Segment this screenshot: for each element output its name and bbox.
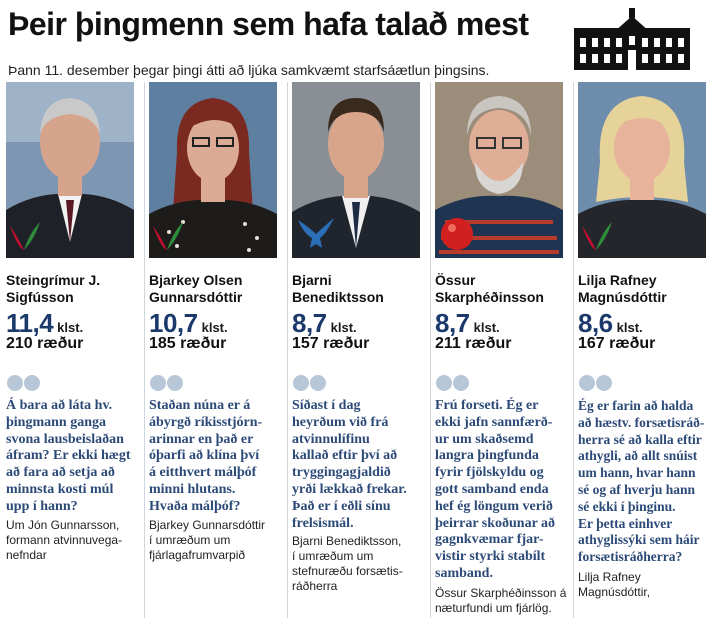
- speech-count: 185 ræður: [149, 335, 227, 352]
- quote-source: Össur Skarphéðinsson á næturfundi um fjár…: [435, 586, 567, 615]
- politician-card: Össur Skarphéðinsson 8,7 klst. 211 ræður …: [435, 82, 573, 622]
- quote-bubbles-icon: [150, 375, 183, 391]
- green-red-party-logo: [153, 222, 183, 250]
- page-title: Þeir þingmenn sem hafa talað mest: [8, 6, 529, 42]
- politician-name: Lilja Rafney Magnúsdóttir: [578, 272, 667, 305]
- politician-photo: [435, 82, 563, 258]
- quote-source: Bjarni Benediktsson, í umræðum um stefnuræ…: [292, 534, 403, 593]
- quote-source: Lilja Rafney Magnúsdóttir,: [578, 570, 651, 599]
- politician-photo: [292, 82, 420, 258]
- politicians-list: Steingrímur J. Sigfússon 11,4 klst. 210 r…: [0, 82, 713, 622]
- politician-photo: [6, 82, 134, 258]
- speech-count: 167 ræður: [578, 335, 656, 352]
- green-red-party-logo: [10, 222, 40, 250]
- quote-bubbles-icon: [436, 375, 469, 391]
- parliament-building-icon: [574, 8, 690, 70]
- quote-text: Staðan núna er á ábyrgð ríkisstjórn-arinn…: [149, 398, 263, 514]
- quote-source: Bjarkey Gunnarsdóttir í umræðum um fjárlag…: [149, 518, 266, 562]
- quote-source: Um Jón Gunnarsson, formann atvinnuvega-ne…: [6, 518, 123, 562]
- politician-name: Bjarni Benediktsson: [292, 272, 384, 305]
- quote-text: Ég er farin að halda að hæstv. forsætisrá…: [578, 398, 705, 565]
- speech-count: 210 ræður: [6, 335, 84, 352]
- speech-count: 211 ræður: [435, 335, 512, 352]
- politician-photo: [578, 82, 706, 258]
- speech-count: 157 ræður: [292, 335, 370, 352]
- politician-photo: [149, 82, 277, 258]
- quote-text: Frú forseti. Ég er ekki jafn sannfærð-ur …: [435, 398, 556, 581]
- quote-bubbles-icon: [7, 375, 40, 391]
- politician-card: Lilja Rafney Magnúsdóttir 8,6 klst. 167 r…: [578, 82, 713, 622]
- quote-bubbles-icon: [293, 375, 326, 391]
- politician-card: Bjarkey Olsen Gunnarsdóttir 10,7 klst. 18…: [149, 82, 287, 622]
- politician-name: Bjarkey Olsen Gunnarsdóttir: [149, 272, 243, 305]
- quote-text: Á bara að láta hv. þingmann ganga svona la…: [6, 398, 131, 514]
- green-red-party-logo: [582, 222, 612, 250]
- blue-falcon-logo: [298, 218, 334, 248]
- politician-name: Steingrímur J. Sigfússon: [6, 272, 101, 305]
- speaking-hours: 11,4 klst.: [6, 308, 84, 338]
- politician-name: Össur Skarphéðinsson: [435, 272, 544, 305]
- speaking-hours: 10,7 klst.: [149, 308, 228, 338]
- red-rose-logo: [441, 218, 473, 250]
- politician-card: Bjarni Benediktsson 8,7 klst. 157 ræður S…: [292, 82, 430, 622]
- politician-card: Steingrímur J. Sigfússon 11,4 klst. 210 r…: [6, 82, 144, 622]
- speaking-hours: 8,7 klst.: [292, 308, 357, 338]
- quote-text: Síðast í dag heyrðum við frá atvinnulífinu…: [292, 398, 407, 531]
- speaking-hours: 8,7 klst.: [435, 308, 500, 338]
- page-subtitle: Þann 11. desember þegar þingi átti að lj…: [8, 62, 490, 78]
- quote-bubbles-icon: [579, 375, 612, 391]
- speaking-hours: 8,6 klst.: [578, 308, 643, 338]
